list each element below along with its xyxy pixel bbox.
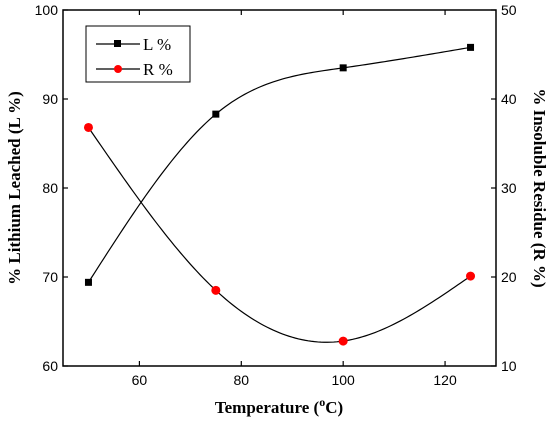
y2-tick-label: 30 (501, 180, 517, 196)
data-point-l (212, 110, 220, 118)
x-axis-title-text: Temperature ( (215, 398, 320, 417)
y2-tick-label: 20 (501, 269, 517, 285)
data-point-r (83, 122, 93, 132)
x-tick-label: 100 (331, 372, 355, 388)
plot-frame (62, 9, 497, 367)
ticks-layer: 60 80 100 120 60 70 80 90 100 10 20 30 40 50 (35, 2, 517, 388)
legend-label-r: R % (143, 60, 173, 79)
legend-label-l: L % (143, 35, 171, 54)
curves-layer (87, 46, 471, 343)
y-tick-label: 100 (35, 2, 59, 18)
data-point-l (84, 278, 92, 286)
series-line-l (87, 46, 471, 283)
data-point-r (338, 336, 348, 346)
series-line-r (87, 127, 471, 343)
y2-tick-label: 50 (501, 2, 517, 18)
y2-axis-title: % Insoluble Residue (R %) (530, 88, 549, 287)
x-axis-title: Temperature (oC) (215, 395, 343, 417)
data-point-l (339, 64, 347, 72)
legend-marker-r (114, 65, 122, 73)
y2-tick-label: 40 (501, 91, 517, 107)
legend-box (85, 25, 191, 83)
y2-tick-label: 10 (501, 358, 517, 374)
data-point-l (467, 43, 475, 51)
x-axis-title-tail: C) (325, 398, 343, 417)
x-axis-title-sup: o (319, 395, 325, 409)
y-axis-title: % Lithium Leached (L %) (5, 91, 24, 285)
data-point-r (211, 285, 221, 295)
markers-layer (83, 43, 476, 346)
data-point-r (466, 271, 476, 281)
x-tick-label: 60 (132, 372, 148, 388)
legend: L % R % (85, 25, 191, 83)
y-tick-label: 70 (42, 269, 58, 285)
x-tick-label: 80 (234, 372, 250, 388)
y-tick-label: 60 (42, 358, 58, 374)
x-tick-label: 120 (433, 372, 457, 388)
y-tick-label: 80 (42, 180, 58, 196)
y-tick-label: 90 (42, 91, 58, 107)
legend-marker-l (114, 40, 121, 47)
